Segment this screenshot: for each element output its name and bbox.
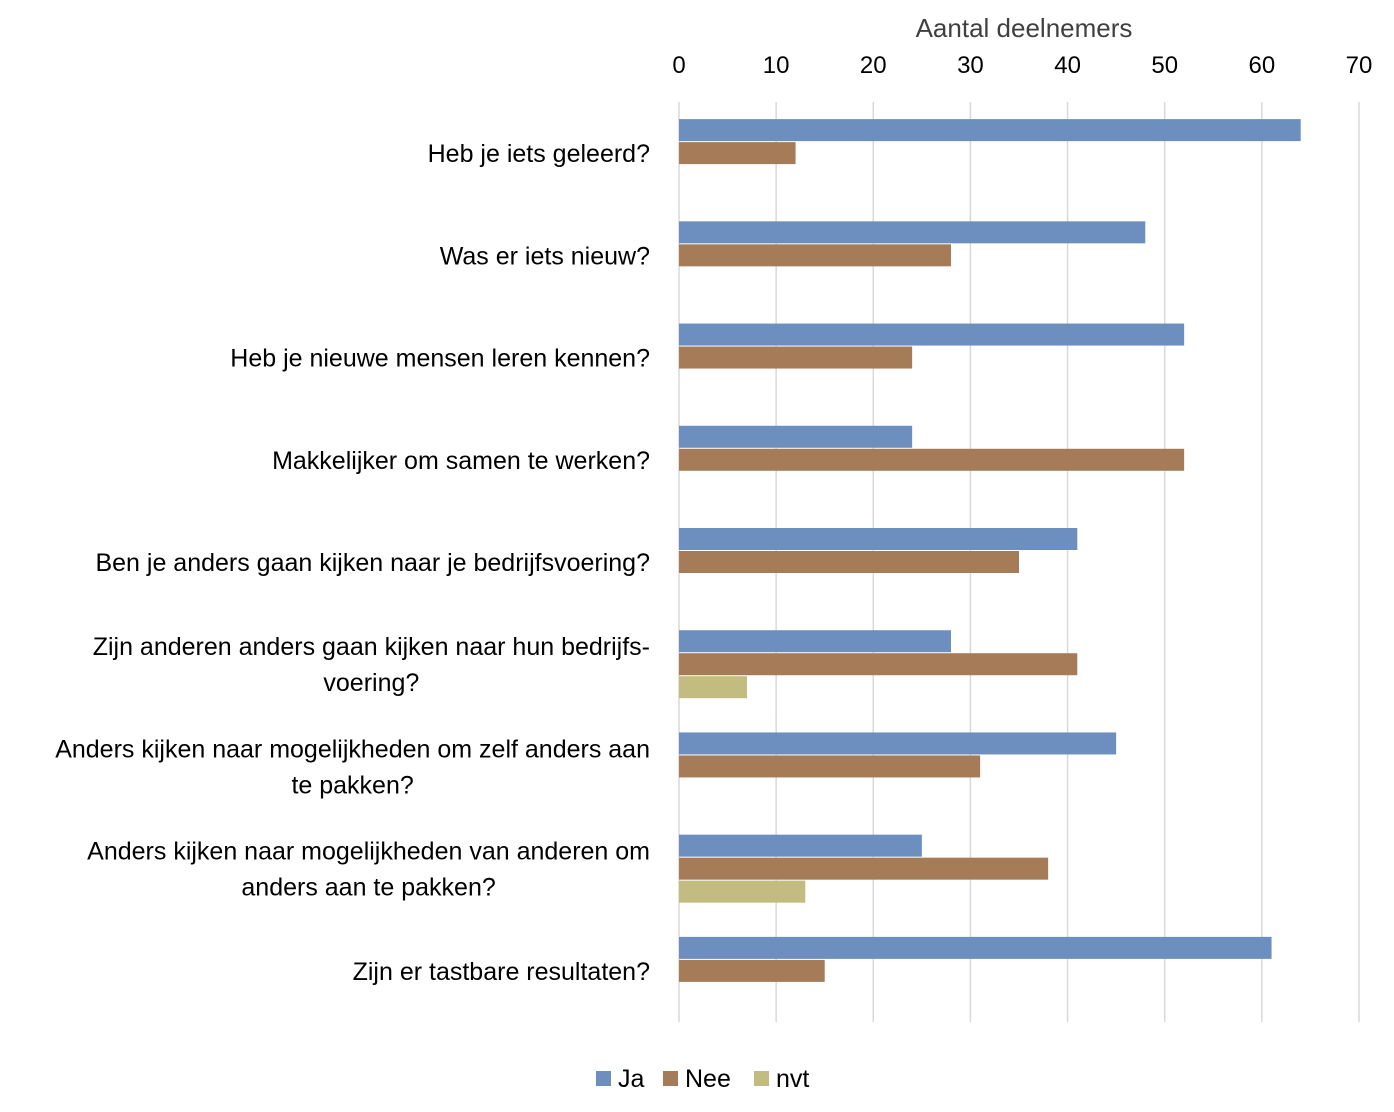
bar-ja — [679, 221, 1146, 244]
bar-nvt — [679, 880, 806, 903]
category-label: Makkelijker om samen te werken? — [272, 447, 650, 475]
bar-nee — [679, 448, 1185, 471]
category-label: Anders kijken naar mogelijkheden om zelf… — [55, 735, 650, 763]
bar-ja — [679, 119, 1301, 142]
bar-ja — [679, 630, 951, 653]
x-tick-label: 30 — [957, 52, 984, 79]
x-axis-title: Aantal deelnemers — [916, 13, 1133, 43]
legend-swatch-nvt — [754, 1071, 769, 1086]
bar-nee — [679, 653, 1078, 676]
category-label: Anders kijken naar mogelijkheden van and… — [87, 838, 650, 866]
bar-nee — [679, 755, 981, 778]
x-tick-label: 50 — [1151, 52, 1178, 79]
bar-ja — [679, 732, 1117, 755]
bar-nvt — [679, 676, 747, 699]
bars — [679, 119, 1301, 982]
category-label-continued: anders aan te pakken? — [241, 874, 495, 902]
bar-ja — [679, 425, 913, 448]
category-labels: Heb je iets geleerd? Was er iets nieuw? He… — [55, 140, 650, 986]
category-label: Ben je anders gaan kijken naar je bedrij… — [95, 549, 650, 577]
bar-ja — [679, 936, 1272, 959]
bar-ja — [679, 834, 922, 857]
legend-label-nvt: nvt — [776, 1065, 809, 1093]
x-tick-label: 0 — [672, 52, 685, 79]
category-label: Zijn er tastbare resultaten? — [353, 958, 650, 986]
bar-nee — [679, 244, 951, 267]
category-label-continued: voering? — [323, 669, 419, 697]
legend-swatch-nee — [663, 1071, 678, 1086]
bar-nee — [679, 551, 1019, 573]
category-label: Was er iets nieuw? — [440, 242, 650, 270]
bar-nee — [679, 959, 825, 982]
bar-nee — [679, 857, 1049, 880]
legend-label-ja: Ja — [618, 1065, 645, 1093]
bar-ja — [679, 528, 1078, 550]
category-label: Zijn anderen anders gaan kijken naar hun… — [93, 633, 650, 661]
x-tick-label: 70 — [1346, 52, 1373, 79]
category-label-continued: te pakken? — [291, 771, 413, 799]
x-tick-label: 10 — [763, 52, 790, 79]
x-tick-label: 60 — [1249, 52, 1276, 79]
bar-ja — [679, 323, 1185, 346]
category-label: Heb je nieuwe mensen leren kennen? — [230, 345, 650, 373]
bar-nee — [679, 142, 796, 165]
x-tick-label: 20 — [860, 52, 887, 79]
legend: Ja Nee nvt — [596, 1065, 809, 1093]
legend-swatch-ja — [596, 1071, 611, 1086]
x-axis-ticks: 0 10 20 30 40 50 60 70 — [672, 52, 1372, 79]
x-tick-label: 40 — [1054, 52, 1081, 79]
bar-nee — [679, 346, 913, 369]
legend-label-nee: Nee — [685, 1065, 731, 1093]
category-label: Heb je iets geleerd? — [428, 140, 650, 168]
